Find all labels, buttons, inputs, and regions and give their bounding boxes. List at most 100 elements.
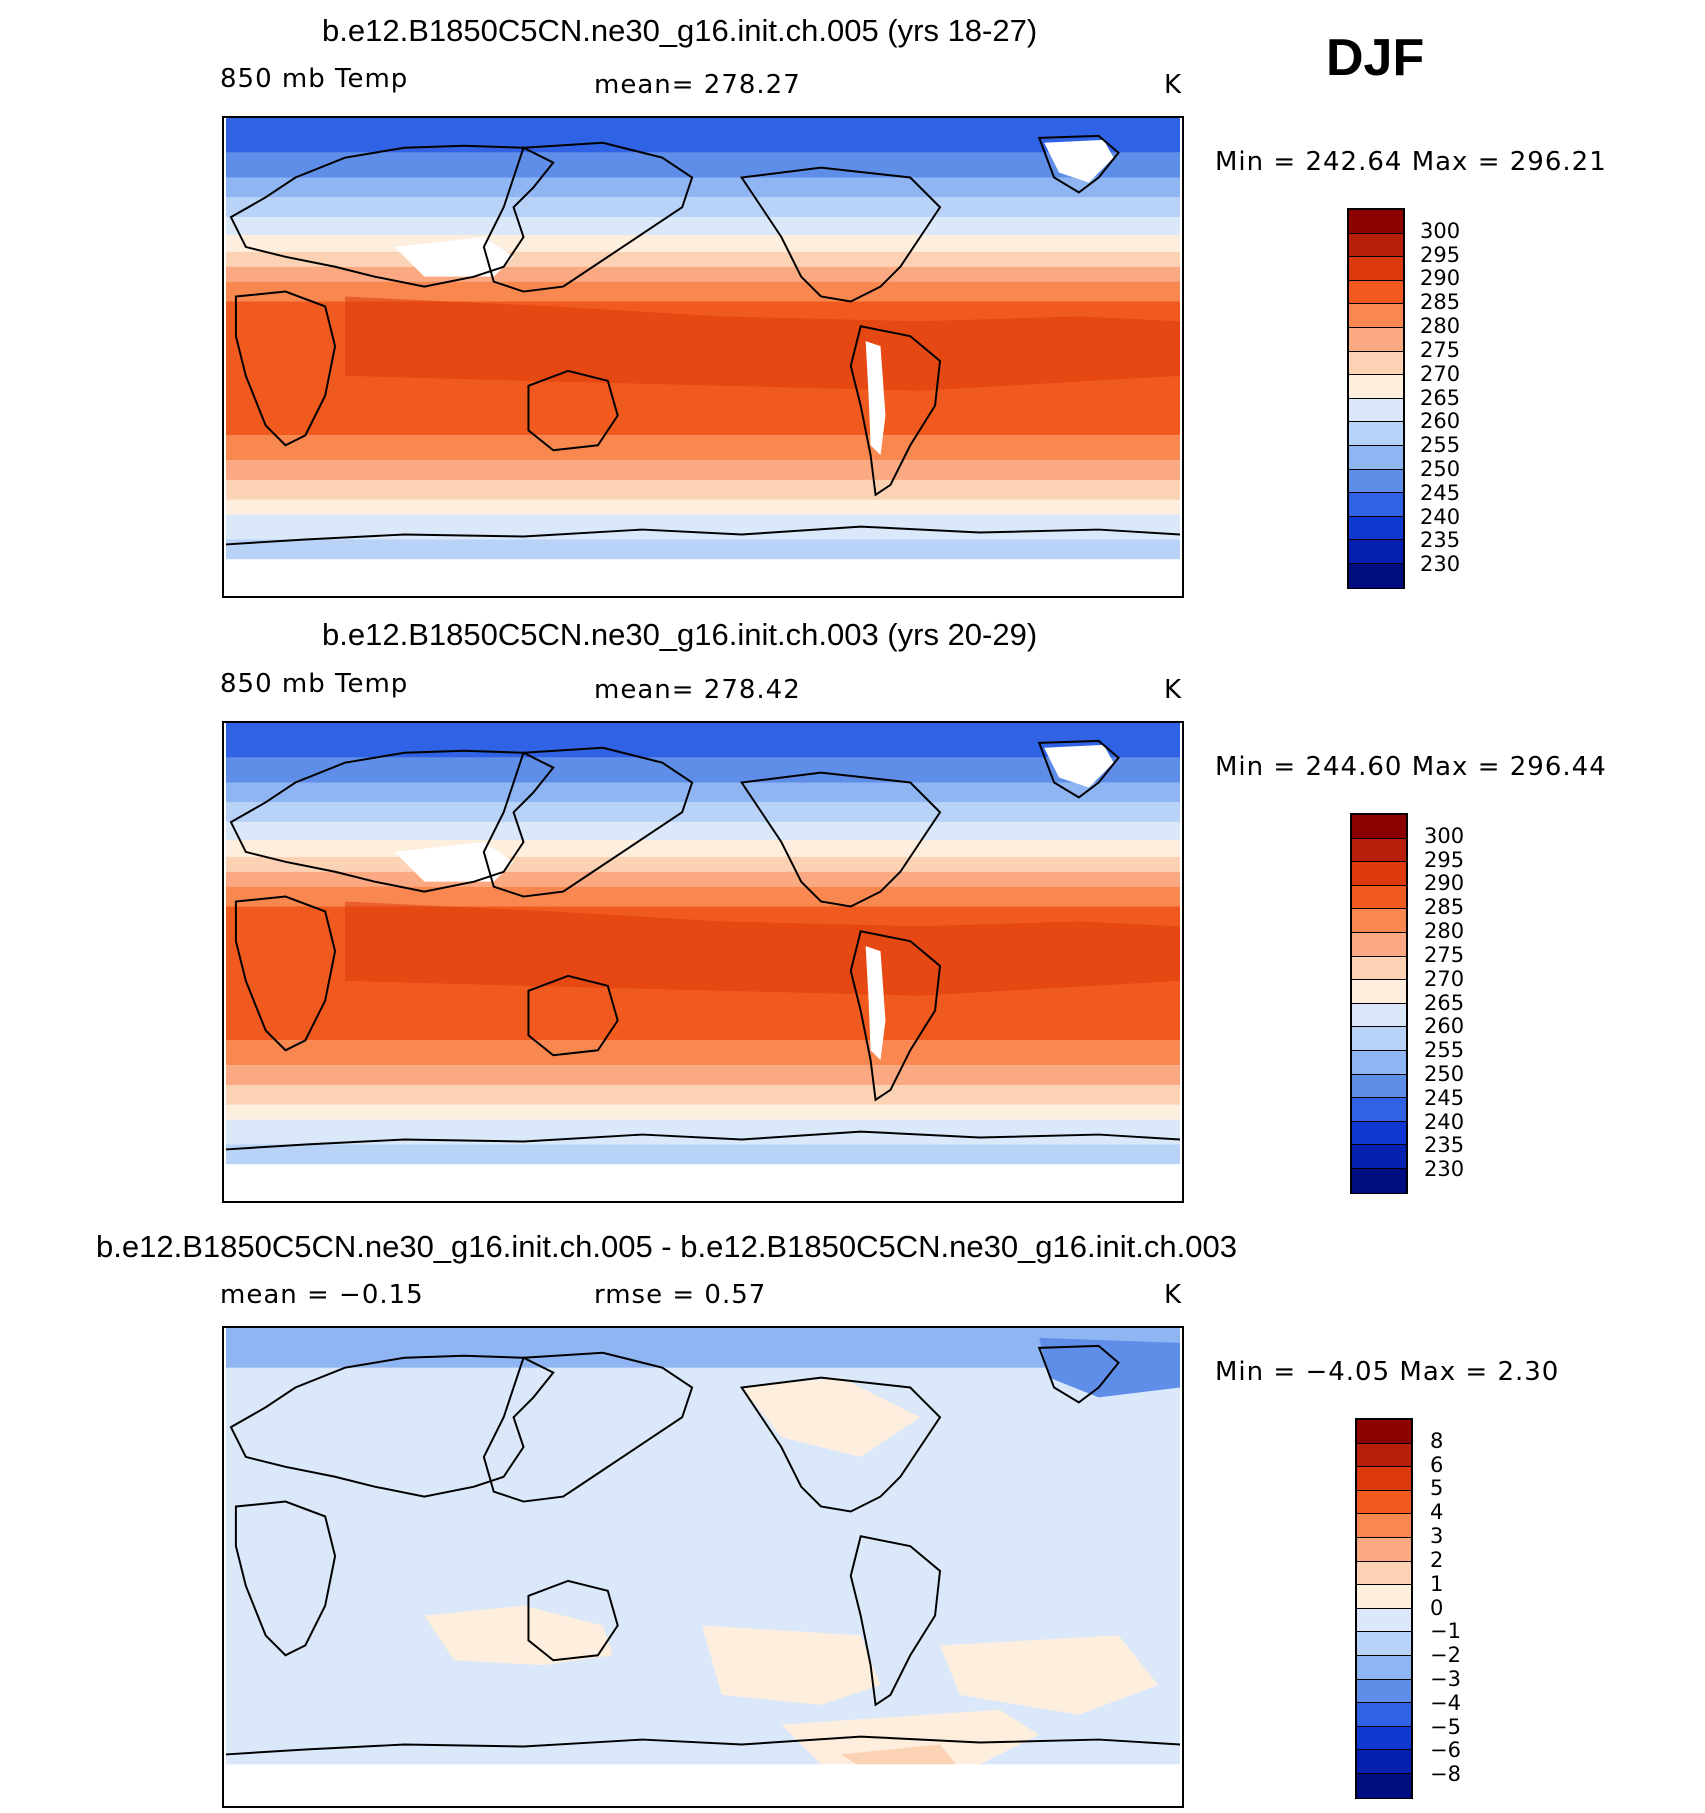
colorbar-swatch <box>1352 1050 1406 1075</box>
temperature-band <box>225 782 1181 803</box>
colorbar-swatch <box>1349 304 1403 328</box>
colorbar-tick-label: 1 <box>1430 1571 1444 1596</box>
coastline <box>225 1735 1181 1756</box>
coastline <box>527 974 619 1057</box>
panel1-units-label: K <box>1164 70 1183 100</box>
panel2-colorbar <box>1350 813 1408 1194</box>
colorbar-swatch <box>1349 563 1403 588</box>
panel1-colorbar-ticks: 300 295 290 285 280 275 270 265 260 255 250 245 240 2… <box>1420 208 1500 589</box>
panel3-colorbar-ticks: 8 6 5 4 3 2 1 0 −1 −2 −3 −4 −5 −6 −8 <box>1430 1418 1510 1799</box>
colorbar-tick-label: 290 <box>1424 871 1465 896</box>
panel1-mean-label: mean= 278.27 <box>594 70 801 100</box>
panel1-map <box>222 116 1184 598</box>
coastline <box>482 141 694 293</box>
panel3-colorbar <box>1355 1418 1413 1799</box>
greenland-mask <box>1044 139 1114 183</box>
coastline <box>527 369 619 452</box>
temperature-band <box>225 152 1181 178</box>
antarctica-mask <box>225 1764 1181 1806</box>
warm-region <box>344 296 1181 391</box>
temperature-band <box>225 559 1181 596</box>
colorbar-tick-label: 275 <box>1420 337 1461 362</box>
coastline <box>1037 1344 1120 1404</box>
colorbar-tick-label: 265 <box>1420 385 1461 410</box>
panel2-minmax-label: Min = 244.60 Max = 296.44 <box>1215 752 1607 782</box>
cold-anomaly <box>225 1328 1181 1368</box>
colorbar-tick-label: 4 <box>1430 1500 1444 1525</box>
temperature-band <box>225 435 1181 461</box>
colorbar-swatch <box>1349 327 1403 352</box>
colorbar-swatch <box>1357 1561 1411 1586</box>
temperature-band <box>225 1104 1181 1120</box>
colorbar-tick-label: 280 <box>1420 314 1461 339</box>
colorbar-tick-label: 285 <box>1420 290 1461 315</box>
colorbar-swatch <box>1352 932 1406 957</box>
temperature-band <box>225 460 1181 480</box>
colorbar-swatch <box>1357 1585 1411 1609</box>
temperature-band <box>225 1144 1181 1165</box>
colorbar-swatch <box>1349 375 1403 399</box>
coastline <box>234 290 337 447</box>
colorbar-swatch <box>1357 1490 1411 1515</box>
temperature-band <box>225 802 1181 823</box>
panel1-colorbar <box>1347 208 1405 589</box>
coastline <box>1037 134 1120 194</box>
coastline <box>229 144 555 288</box>
colorbar-tick-label: 280 <box>1424 919 1465 944</box>
colorbar-swatch <box>1349 351 1403 376</box>
colorbar-swatch <box>1349 422 1403 446</box>
colorbar-swatch <box>1357 1773 1411 1798</box>
panel3-title: b.e12.B1850C5CN.ne30_g16.init.ch.005 - b… <box>96 1229 1237 1264</box>
colorbar-tick-label: 3 <box>1430 1524 1444 1549</box>
colorbar-swatch <box>1352 1145 1406 1169</box>
colorbar-tick-label: 6 <box>1430 1452 1444 1477</box>
coastline <box>229 749 555 893</box>
temperature-band <box>225 871 1181 887</box>
map-canvas <box>225 723 1181 1201</box>
colorbar-tick-label: 275 <box>1424 942 1465 967</box>
colorbar-tick-label: 2 <box>1430 1547 1444 1572</box>
colorbar-swatch <box>1357 1420 1411 1444</box>
colorbar-swatch <box>1352 1074 1406 1099</box>
temperature-band <box>225 822 1181 841</box>
panel2-map <box>222 721 1184 1203</box>
colorbar-swatch <box>1352 909 1406 933</box>
colorbar-tick-label: 300 <box>1424 823 1465 848</box>
coastline <box>739 771 942 908</box>
coastline <box>849 325 942 497</box>
warm-anomaly <box>702 1625 881 1705</box>
colorbar-swatch <box>1357 1655 1411 1680</box>
temperature-band <box>225 197 1181 218</box>
panel1-minmax-label: Min = 242.64 Max = 296.21 <box>1215 147 1607 177</box>
colorbar-swatch <box>1357 1467 1411 1491</box>
colorbar-tick-label: 295 <box>1420 242 1461 267</box>
colorbar-tick-label: 240 <box>1420 504 1461 529</box>
colorbar-swatch <box>1357 1750 1411 1774</box>
colorbar-swatch <box>1352 838 1406 863</box>
colorbar-swatch <box>1349 257 1403 281</box>
andes-mask <box>865 946 886 1061</box>
panel2-title: b.e12.B1850C5CN.ne30_g16.init.ch.003 (yr… <box>322 617 1038 652</box>
colorbar-swatch <box>1357 1514 1411 1538</box>
colorbar-swatch <box>1349 445 1403 470</box>
panel1-variable-label: 850 mb Temp <box>220 64 409 94</box>
colorbar-tick-label: 255 <box>1420 433 1461 458</box>
map-canvas <box>225 118 1181 596</box>
colorbar-tick-label: 8 <box>1430 1428 1444 1453</box>
coastline <box>739 166 942 303</box>
panel3-rmse-label: rmse = 0.57 <box>594 1280 767 1310</box>
colorbar-tick-label: −3 <box>1430 1666 1461 1691</box>
temperature-band <box>225 856 1181 872</box>
colorbar-swatch <box>1349 469 1403 494</box>
colorbar-swatch <box>1352 980 1406 1004</box>
temperature-band <box>225 266 1181 282</box>
colorbar-swatch <box>1352 1168 1406 1193</box>
colorbar-swatch <box>1357 1726 1411 1751</box>
panel2-colorbar-ticks: 300 295 290 285 280 275 270 265 260 255 250 245 240 2… <box>1424 813 1504 1194</box>
warm-anomaly <box>741 1377 921 1457</box>
temperature-band <box>225 118 1181 153</box>
temperature-band <box>225 723 1181 758</box>
warm-anomaly <box>781 1709 1040 1765</box>
colorbar-swatch <box>1357 1608 1411 1633</box>
panel2-units-label: K <box>1164 675 1183 705</box>
